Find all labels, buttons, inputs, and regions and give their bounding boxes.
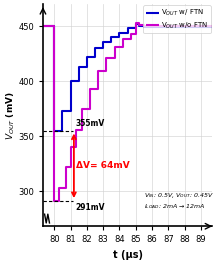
V$_{OUT}$ w/ FTN	[138, 25, 140, 28]
V$_{OUT}$ w/o FTN	[113, 45, 116, 49]
V$_{OUT}$ w/ FTN	[102, 46, 104, 50]
V$_{OUT}$ w/o FTN	[138, 23, 140, 27]
V$_{OUT}$ w/o FTN	[138, 21, 140, 25]
Text: ΔV= 64mV: ΔV= 64mV	[76, 161, 130, 170]
V$_{OUT}$ w/ FTN	[69, 79, 72, 83]
V$_{OUT}$ w/ FTN	[138, 22, 140, 26]
V$_{OUT}$ w/ FTN	[94, 55, 96, 59]
V$_{OUT}$ w/ FTN	[167, 26, 170, 29]
V$_{OUT}$ w/o FTN	[58, 199, 61, 202]
V$_{OUT}$ w/ FTN	[94, 46, 96, 50]
Legend: V$_{OUT}$ w/ FTN, V$_{OUT}$ w/o FTN: V$_{OUT}$ w/ FTN, V$_{OUT}$ w/o FTN	[143, 6, 211, 34]
V$_{OUT}$ w/ FTN	[110, 36, 113, 39]
V$_{OUT}$ w/ FTN	[42, 25, 44, 28]
Text: V$_{IN}$: 0.5V, V$_{OUT}$: 0.45V: V$_{IN}$: 0.5V, V$_{OUT}$: 0.45V	[144, 191, 214, 200]
V$_{OUT}$ w/o FTN	[105, 56, 108, 60]
V$_{OUT}$ w/o FTN	[89, 107, 92, 110]
V$_{OUT}$ w/o FTN	[105, 70, 108, 73]
V$_{OUT}$ w/ FTN	[211, 26, 214, 29]
V$_{OUT}$ w/o FTN	[53, 25, 56, 28]
V$_{OUT}$ w/o FTN	[58, 186, 61, 189]
V$_{OUT}$ w/ FTN	[69, 109, 72, 112]
V$_{OUT}$ w/o FTN	[74, 145, 77, 149]
V$_{OUT}$ w/ FTN	[86, 65, 88, 68]
V$_{OUT}$ w/o FTN	[211, 25, 214, 28]
V$_{OUT}$ w/o FTN	[97, 70, 100, 73]
V$_{OUT}$ w/o FTN	[81, 128, 83, 131]
Text: 291mV: 291mV	[75, 203, 105, 212]
V$_{OUT}$ w/o FTN	[135, 32, 137, 35]
V$_{OUT}$ w/o FTN	[143, 25, 145, 28]
V$_{OUT}$ w/o FTN	[183, 25, 186, 28]
V$_{OUT}$ w/o FTN	[121, 45, 124, 49]
Text: I$_{LOAD}$: 2mA → 12mA: I$_{LOAD}$: 2mA → 12mA	[144, 202, 206, 211]
V$_{OUT}$ w/ FTN	[143, 26, 145, 29]
V$_{OUT}$ w/o FTN	[151, 25, 153, 28]
V$_{OUT}$ w/ FTN	[135, 27, 137, 30]
V$_{OUT}$ w/o FTN	[135, 21, 137, 25]
V$_{OUT}$ w/o FTN	[167, 25, 170, 28]
V$_{OUT}$ w/ FTN	[110, 40, 113, 43]
V$_{OUT}$ w/o FTN	[89, 87, 92, 90]
V$_{OUT}$ w/ FTN	[118, 31, 121, 34]
V$_{OUT}$ w/o FTN	[143, 23, 145, 27]
V$_{OUT}$ w/ FTN	[77, 65, 80, 68]
V$_{OUT}$ w/ FTN	[183, 26, 186, 29]
V$_{OUT}$ w/ FTN	[135, 22, 137, 26]
V$_{OUT}$ w/o FTN	[151, 25, 153, 28]
V$_{OUT}$ w/ FTN	[61, 129, 64, 132]
V$_{OUT}$ w/ FTN	[53, 129, 56, 132]
V$_{OUT}$ w/ FTN	[118, 36, 121, 39]
V$_{OUT}$ w/ FTN	[126, 31, 129, 34]
V$_{OUT}$ w/o FTN	[129, 32, 132, 35]
V$_{OUT}$ w/ FTN	[151, 26, 153, 29]
X-axis label: t (μs): t (μs)	[113, 250, 143, 260]
Line: V$_{OUT}$ w/ FTN: V$_{OUT}$ w/ FTN	[43, 24, 212, 131]
V$_{OUT}$ w/ FTN	[53, 25, 56, 28]
V$_{OUT}$ w/ FTN	[126, 27, 129, 30]
V$_{OUT}$ w/o FTN	[69, 165, 72, 168]
V$_{OUT}$ w/o FTN	[69, 145, 72, 149]
V$_{OUT}$ w/ FTN	[102, 40, 104, 43]
V$_{OUT}$ w/o FTN	[81, 107, 83, 110]
V$_{OUT}$ w/o FTN	[113, 56, 116, 60]
Line: V$_{OUT}$ w/o FTN: V$_{OUT}$ w/o FTN	[43, 23, 212, 201]
V$_{OUT}$ w/o FTN	[121, 38, 124, 41]
Text: 355mV: 355mV	[75, 119, 105, 128]
V$_{OUT}$ w/o FTN	[42, 25, 44, 28]
V$_{OUT}$ w/o FTN	[129, 38, 132, 41]
V$_{OUT}$ w/ FTN	[151, 26, 153, 29]
V$_{OUT}$ w/o FTN	[97, 87, 100, 90]
V$_{OUT}$ w/o FTN	[74, 128, 77, 131]
V$_{OUT}$ w/ FTN	[77, 79, 80, 83]
V$_{OUT}$ w/o FTN	[65, 186, 67, 189]
V$_{OUT}$ w/ FTN	[61, 109, 64, 112]
V$_{OUT}$ w/o FTN	[183, 25, 186, 28]
V$_{OUT}$ w/o FTN	[53, 199, 56, 202]
V$_{OUT}$ w/ FTN	[143, 25, 145, 28]
V$_{OUT}$ w/o FTN	[65, 165, 67, 168]
V$_{OUT}$ w/ FTN	[183, 26, 186, 29]
V$_{OUT}$ w/ FTN	[86, 55, 88, 59]
V$_{OUT}$ w/ FTN	[167, 26, 170, 29]
Y-axis label: $V_{OUT}$ (mV): $V_{OUT}$ (mV)	[4, 91, 17, 140]
V$_{OUT}$ w/o FTN	[167, 25, 170, 28]
